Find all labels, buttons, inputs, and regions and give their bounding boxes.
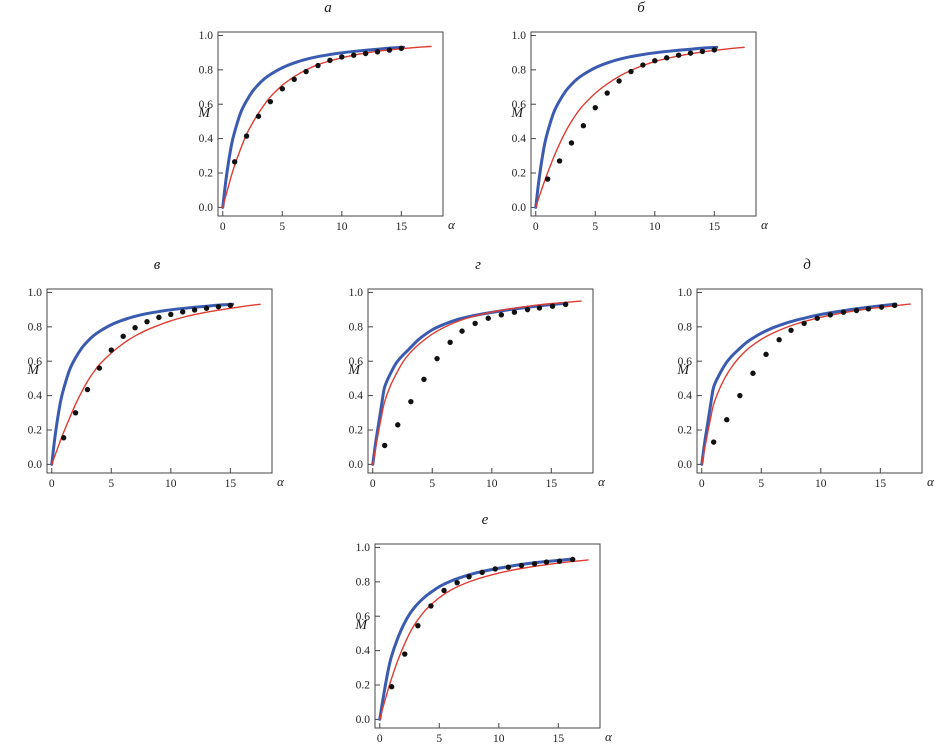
svg-text:1.0: 1.0 bbox=[356, 542, 371, 554]
svg-text:10: 10 bbox=[336, 221, 348, 233]
panel-e-xlabel: α bbox=[605, 729, 612, 744]
panel-d: д M α 0 5 10 15 0.0 0.2 0.4 0.6 0.8 1.0 bbox=[661, 257, 947, 501]
svg-text:0.8: 0.8 bbox=[199, 64, 214, 76]
svg-text:5: 5 bbox=[279, 221, 285, 233]
panel-a-ylabel: M bbox=[198, 106, 210, 121]
panel-b-title: б bbox=[637, 0, 645, 16]
svg-text:0.4: 0.4 bbox=[349, 390, 364, 402]
svg-text:0.6: 0.6 bbox=[512, 99, 527, 111]
svg-text:10: 10 bbox=[486, 478, 498, 490]
svg-text:0: 0 bbox=[377, 733, 383, 745]
panel-b-xlabel: α bbox=[761, 217, 768, 232]
svg-text:0.0: 0.0 bbox=[356, 714, 371, 726]
panel-a-plot: 0 5 10 15 0.0 0.2 0.4 0.6 0.8 1.0 bbox=[199, 30, 444, 233]
svg-text:1.0: 1.0 bbox=[678, 287, 693, 299]
panel-a-xlabel: α bbox=[448, 217, 455, 232]
svg-text:0.6: 0.6 bbox=[678, 356, 693, 368]
svg-text:0.8: 0.8 bbox=[512, 64, 527, 76]
svg-text:0: 0 bbox=[49, 478, 55, 490]
svg-text:1.0: 1.0 bbox=[512, 30, 527, 42]
svg-text:0.2: 0.2 bbox=[199, 168, 214, 180]
svg-text:0.6: 0.6 bbox=[199, 99, 214, 111]
panel-g-plot: 0 5 10 15 0.0 0.2 0.4 0.6 0.8 1.0 bbox=[349, 287, 594, 490]
svg-text:10: 10 bbox=[165, 478, 177, 490]
svg-text:15: 15 bbox=[546, 478, 558, 490]
svg-text:0.6: 0.6 bbox=[356, 611, 371, 623]
panel-d-xlabel: α bbox=[927, 474, 934, 489]
svg-text:15: 15 bbox=[709, 221, 721, 233]
svg-text:0.4: 0.4 bbox=[356, 645, 371, 657]
svg-text:0.0: 0.0 bbox=[349, 459, 364, 471]
panel-e-title: е bbox=[481, 512, 489, 528]
svg-text:0.4: 0.4 bbox=[28, 390, 43, 402]
panel-d-title: д bbox=[803, 257, 811, 273]
svg-text:1.0: 1.0 bbox=[199, 30, 214, 42]
svg-text:0.8: 0.8 bbox=[349, 321, 364, 333]
panel-g-ylabel: M bbox=[348, 363, 360, 378]
panel-v: в M α 0 5 10 15 0.0 0.2 0.4 0.6 0.8 1.0 bbox=[11, 257, 303, 501]
svg-text:0.2: 0.2 bbox=[678, 425, 693, 437]
svg-text:0.6: 0.6 bbox=[349, 356, 364, 368]
svg-text:15: 15 bbox=[553, 733, 565, 745]
panel-e-plot: 0 5 10 15 0.0 0.2 0.4 0.6 0.8 1.0 bbox=[356, 542, 601, 745]
panel-b: б M α 0 5 10 15 0.0 0.2 0.4 0.6 0.8 1.0 bbox=[495, 0, 787, 244]
panel-g: г M α 0 5 10 15 0.0 0.2 0.4 0.6 0.8 1.0 bbox=[332, 257, 624, 501]
panel-e: е M α 0 5 10 15 0.0 0.2 0.4 0.6 0.8 1.0 bbox=[339, 512, 631, 750]
svg-text:0.2: 0.2 bbox=[349, 425, 364, 437]
svg-text:0.0: 0.0 bbox=[678, 459, 693, 471]
svg-text:0.8: 0.8 bbox=[356, 576, 371, 588]
svg-text:10: 10 bbox=[493, 733, 505, 745]
panel-g-xlabel: α bbox=[598, 474, 605, 489]
panel-v-title: в bbox=[153, 257, 161, 273]
svg-text:0.4: 0.4 bbox=[512, 133, 527, 145]
svg-text:0.4: 0.4 bbox=[678, 390, 693, 402]
svg-text:0.4: 0.4 bbox=[199, 133, 214, 145]
panel-v-plot: 0 5 10 15 0.0 0.2 0.4 0.6 0.8 1.0 bbox=[28, 287, 273, 490]
svg-text:0: 0 bbox=[370, 478, 376, 490]
svg-text:0: 0 bbox=[699, 478, 705, 490]
svg-text:5: 5 bbox=[108, 478, 114, 490]
svg-text:0.2: 0.2 bbox=[512, 168, 527, 180]
svg-text:0.2: 0.2 bbox=[28, 425, 43, 437]
svg-text:0.8: 0.8 bbox=[28, 321, 43, 333]
svg-text:5: 5 bbox=[429, 478, 435, 490]
svg-text:15: 15 bbox=[225, 478, 237, 490]
svg-text:10: 10 bbox=[649, 221, 661, 233]
svg-text:15: 15 bbox=[875, 478, 887, 490]
svg-text:0.0: 0.0 bbox=[199, 202, 214, 214]
panel-v-ylabel: M bbox=[27, 363, 39, 378]
panel-e-ylabel: M bbox=[355, 618, 367, 633]
svg-text:15: 15 bbox=[396, 221, 408, 233]
panel-d-plot: 0 5 10 15 0.0 0.2 0.4 0.6 0.8 1.0 bbox=[678, 287, 923, 490]
panel-a-title: а bbox=[324, 0, 332, 16]
svg-text:0.2: 0.2 bbox=[356, 680, 371, 692]
panel-g-title: г bbox=[475, 257, 481, 273]
svg-text:0.0: 0.0 bbox=[28, 459, 43, 471]
svg-text:10: 10 bbox=[815, 478, 827, 490]
panel-b-ylabel: M bbox=[511, 106, 523, 121]
svg-text:0: 0 bbox=[533, 221, 539, 233]
svg-text:0.0: 0.0 bbox=[512, 202, 527, 214]
svg-text:5: 5 bbox=[436, 733, 442, 745]
svg-text:5: 5 bbox=[758, 478, 764, 490]
svg-text:0.8: 0.8 bbox=[678, 321, 693, 333]
panel-a: а M α 0 5 10 15 0.0 0.2 0.4 0.6 0.8 1.0 bbox=[182, 0, 474, 244]
panel-d-ylabel: M bbox=[677, 363, 689, 378]
svg-text:0: 0 bbox=[220, 221, 226, 233]
panel-b-plot: 0 5 10 15 0.0 0.2 0.4 0.6 0.8 1.0 bbox=[512, 30, 757, 233]
svg-text:5: 5 bbox=[592, 221, 598, 233]
svg-text:1.0: 1.0 bbox=[28, 287, 43, 299]
panel-v-xlabel: α bbox=[277, 474, 284, 489]
svg-text:0.6: 0.6 bbox=[28, 356, 43, 368]
svg-text:1.0: 1.0 bbox=[349, 287, 364, 299]
